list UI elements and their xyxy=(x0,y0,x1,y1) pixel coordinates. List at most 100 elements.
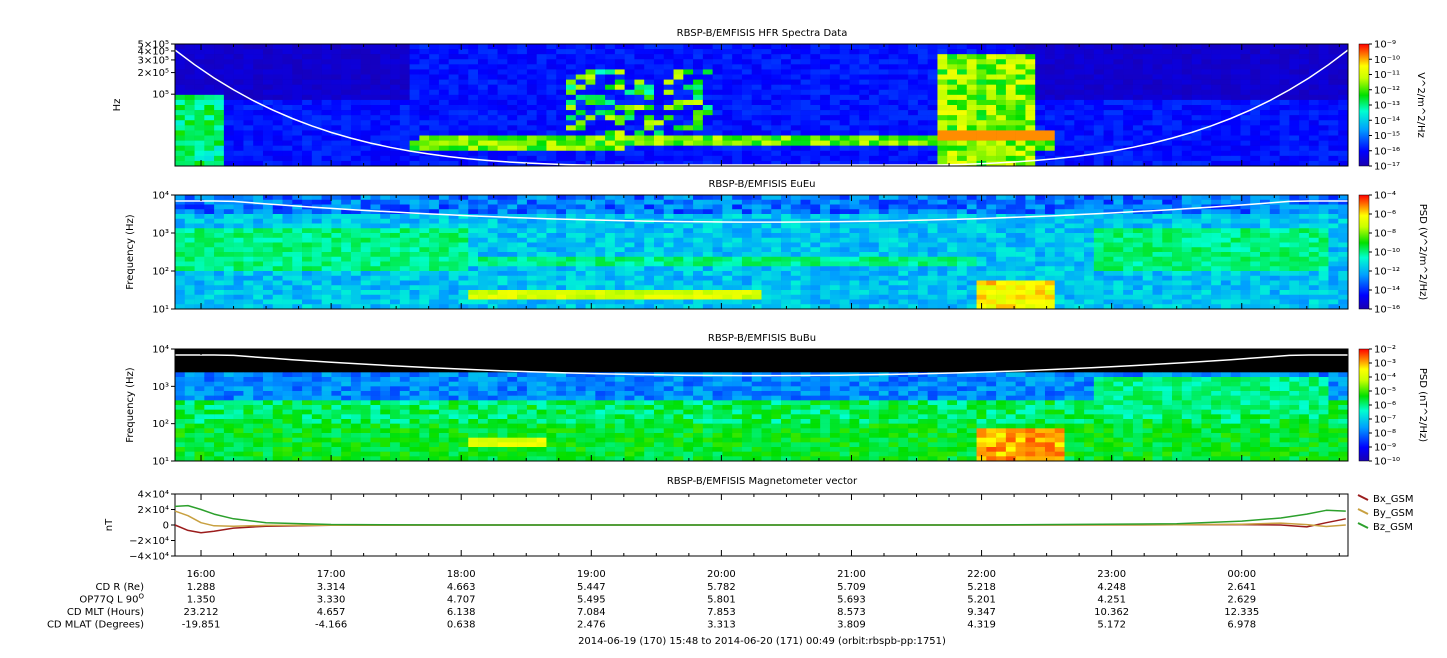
spectrogram-cell xyxy=(722,155,733,162)
spectrogram-cell xyxy=(468,304,479,310)
spectrogram-cell xyxy=(1015,130,1026,136)
spectrogram-cell xyxy=(878,120,889,126)
spectrogram-cell xyxy=(829,115,841,121)
spectrogram-cell xyxy=(214,160,225,167)
spectrogram-cell xyxy=(634,89,645,96)
spectrogram-cell xyxy=(800,155,811,162)
spectrogram-cell xyxy=(585,195,596,201)
spectrogram-cell xyxy=(957,242,968,248)
spectrogram-cell xyxy=(829,94,841,101)
spectrogram-cell xyxy=(448,69,459,75)
spectrogram-cell xyxy=(859,266,870,272)
spectrogram-cell xyxy=(536,252,547,258)
spectrogram-cell xyxy=(751,84,762,91)
spectrogram-cell xyxy=(448,64,459,70)
spectrogram-cell xyxy=(438,252,450,258)
spectrogram-cell xyxy=(399,275,410,281)
spectrogram-cell xyxy=(1240,59,1251,65)
spectrogram-cell xyxy=(175,199,186,205)
spectrogram-cell xyxy=(771,115,782,121)
spectrogram-cell xyxy=(878,79,889,85)
spectrogram-cell xyxy=(683,105,694,111)
spectrogram-cell xyxy=(487,145,498,152)
spectrogram-cell xyxy=(771,233,782,239)
spectrogram-cell xyxy=(1005,89,1016,96)
spectrogram-cell xyxy=(380,285,391,291)
spectrogram-cell xyxy=(458,150,469,157)
spectrogram-cell xyxy=(849,155,860,162)
spectrogram-cell xyxy=(859,261,870,267)
spectrogram-cell xyxy=(321,135,332,141)
spectrogram-cell xyxy=(302,115,313,121)
spectrogram-cell xyxy=(262,252,274,258)
spectrogram-cell xyxy=(517,204,528,210)
spectrogram-cell xyxy=(458,218,469,224)
spectrogram-cell xyxy=(908,125,919,131)
spectrogram-cell xyxy=(1260,79,1271,85)
spectrogram-cell xyxy=(908,110,919,116)
spectrogram-cell xyxy=(585,271,596,277)
spectrogram-cell xyxy=(605,105,616,111)
spectrogram-cell xyxy=(370,64,381,70)
spectrogram-cell xyxy=(908,89,919,96)
spectrogram-cell xyxy=(321,120,332,126)
spectrogram-cell xyxy=(595,266,606,272)
spectrogram-cell xyxy=(888,94,899,101)
spectrogram-cell xyxy=(585,69,596,75)
spectrogram-cell xyxy=(927,242,938,248)
spectrogram-cell xyxy=(908,64,919,70)
spectrogram-cell xyxy=(1093,59,1104,65)
spectrogram-cell xyxy=(517,275,528,281)
spectrogram-cell xyxy=(1132,49,1144,55)
spectrogram-cell xyxy=(1299,49,1310,55)
spectrogram-cell xyxy=(751,304,762,310)
spectrogram-cell xyxy=(370,199,381,205)
spectrogram-cell xyxy=(282,199,293,205)
spectrogram-cell xyxy=(390,294,401,300)
spectrogram-cell xyxy=(957,69,968,75)
spectrogram-cell xyxy=(204,59,215,65)
spectrogram-cell xyxy=(1299,79,1310,85)
spectrogram-cell xyxy=(1230,105,1241,111)
spectrogram-cell xyxy=(1260,49,1271,55)
spectrogram-cell xyxy=(478,150,489,157)
spectrogram-cell xyxy=(800,64,811,70)
spectrogram-cell xyxy=(350,299,362,305)
spectrogram-cell xyxy=(751,209,762,215)
spectrogram-cell xyxy=(478,74,489,80)
spectrogram-cell xyxy=(194,125,205,131)
spectrogram-cell xyxy=(204,218,215,224)
spectrogram-cell xyxy=(829,54,841,60)
spectrogram-cell xyxy=(800,195,811,201)
spectrogram-cell xyxy=(487,69,498,75)
spectrogram-cell xyxy=(605,79,616,85)
spectrogram-cell xyxy=(1162,125,1173,131)
spectrogram-cell xyxy=(634,247,645,253)
spectrogram-cell xyxy=(468,285,479,291)
spectrogram-cell xyxy=(644,228,655,234)
spectrogram-cell xyxy=(360,199,371,205)
spectrogram-cell xyxy=(566,233,577,239)
spectrogram-cell xyxy=(282,256,293,262)
spectrogram-cell xyxy=(839,290,850,296)
spectrogram-cell xyxy=(526,294,537,300)
spectrogram-cell xyxy=(634,261,645,267)
spectrogram-cell xyxy=(878,105,889,111)
spectrogram-cell xyxy=(976,228,987,234)
spectrogram-cell xyxy=(957,294,968,300)
spectrogram-cell xyxy=(986,271,997,277)
spectrogram-cell xyxy=(1123,115,1134,121)
spectrogram-cell xyxy=(996,252,1007,258)
spectrogram-cell xyxy=(429,89,440,96)
spectrogram-cell xyxy=(957,99,968,106)
spectrogram-cell xyxy=(957,209,968,215)
spectrogram-cell xyxy=(722,261,733,267)
spectrogram-cell xyxy=(732,199,743,205)
spectrogram-cell xyxy=(898,214,909,220)
spectrogram-cell xyxy=(947,290,958,296)
spectrogram-cell xyxy=(741,218,753,224)
spectrogram-cell xyxy=(194,94,205,101)
spectrogram-cell xyxy=(937,199,948,205)
spectrogram-cell xyxy=(321,54,332,60)
spectrogram-cell xyxy=(214,130,225,136)
